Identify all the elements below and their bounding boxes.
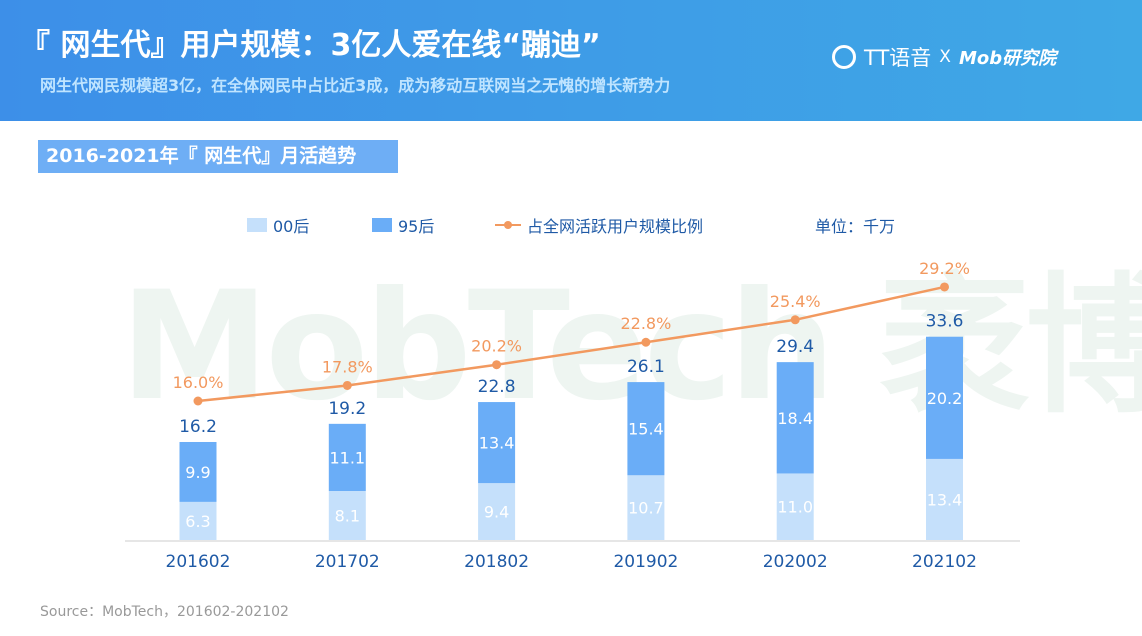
logo-mob: Mob研究院 [958,48,1057,69]
ratio-label: 16.0% [173,373,224,392]
bar-00-label: 11.0 [777,498,813,517]
bar-00-label: 9.4 [484,503,509,522]
bar-95 [627,382,665,476]
logo-x: X [939,47,951,67]
ratio-point [790,315,800,325]
ratio-label: 17.8% [322,357,373,376]
legend-00: 00后 [247,213,309,237]
ratio-line [197,285,945,403]
bar-95-label: 9.9 [185,463,210,482]
bar-95-label: 20.2 [927,389,963,408]
total-label: 22.8 [478,377,516,397]
x-tick-label: 201602 [166,552,231,572]
ratio-label: 20.2% [471,337,522,356]
tt-face-icon [832,45,856,69]
total-label: 16.2 [179,417,217,437]
total-label: 19.2 [328,399,366,419]
bar-00 [328,490,366,540]
ratio-point [641,337,651,347]
page-subtitle: 网生代网民规模超3亿，在全体网民中占比近3成，成为移动互联网当之无愧的增长新势力 [40,76,671,95]
bar-00 [478,483,516,540]
bar-00 [179,501,217,540]
legend-95: 95后 [372,213,434,237]
total-label: 26.1 [627,357,665,377]
ratio-label: 29.2% [919,259,970,278]
total-label: 29.4 [776,337,814,357]
bar-00-label: 6.3 [185,512,210,531]
bar-95 [776,362,814,474]
legend-line-icon [495,221,521,229]
legend-label: 95后 [398,217,435,236]
x-tick-label: 201702 [315,552,380,572]
bar-95 [478,402,516,484]
ratio-point [492,360,502,370]
total-label: 33.6 [926,312,964,332]
ratio-label: 22.8% [620,314,671,333]
ratio-point [940,282,949,292]
logo-tt: TT语音 [864,46,932,70]
ratio-label: 25.4% [770,292,821,311]
x-tick-label: 202102 [912,552,977,572]
x-tick-label: 201902 [613,552,678,572]
x-tick-label: 201802 [464,552,529,572]
bar-00-label: 10.7 [628,499,664,518]
bar-95-label: 11.1 [329,448,365,467]
source-note: Source：MobTech，201602-202102 [40,604,289,620]
bar-00 [627,475,665,540]
bar-95 [179,441,217,502]
brand-logos: TT语音 X Mob研究院 [832,42,1056,72]
legend-label: 00后 [273,217,310,236]
legend-swatch [372,218,392,232]
ratio-point [193,396,203,406]
x-tick-label: 202002 [763,552,828,572]
ratio-point [342,380,352,390]
header-banner: 『 网生代』用户规模：3亿人爱在线“蹦迪” 网生代网民规模超3亿，在全体网民中占… [0,0,1142,121]
bar-95-label: 18.4 [777,409,813,428]
unit-label: 单位：千万 [815,217,896,236]
bar-95-label: 15.4 [628,420,664,439]
legend-label: 占全网活跃用户规模比例 [527,217,704,236]
bar-95 [328,423,366,491]
bar-00-label: 13.4 [927,490,963,509]
section-title: 2016-2021年『 网生代』月活趋势 [38,140,398,173]
bar-00 [776,473,814,540]
legend-ratio: 占全网活跃用户规模比例 [495,213,703,237]
page-title: 『 网生代』用户规模：3亿人爱在线“蹦迪” [20,28,601,63]
bar-95 [926,336,963,459]
bar-95-label: 13.4 [479,434,515,453]
legend-swatch [247,218,267,232]
bar-00-label: 8.1 [335,506,360,525]
bar-00 [926,458,963,540]
